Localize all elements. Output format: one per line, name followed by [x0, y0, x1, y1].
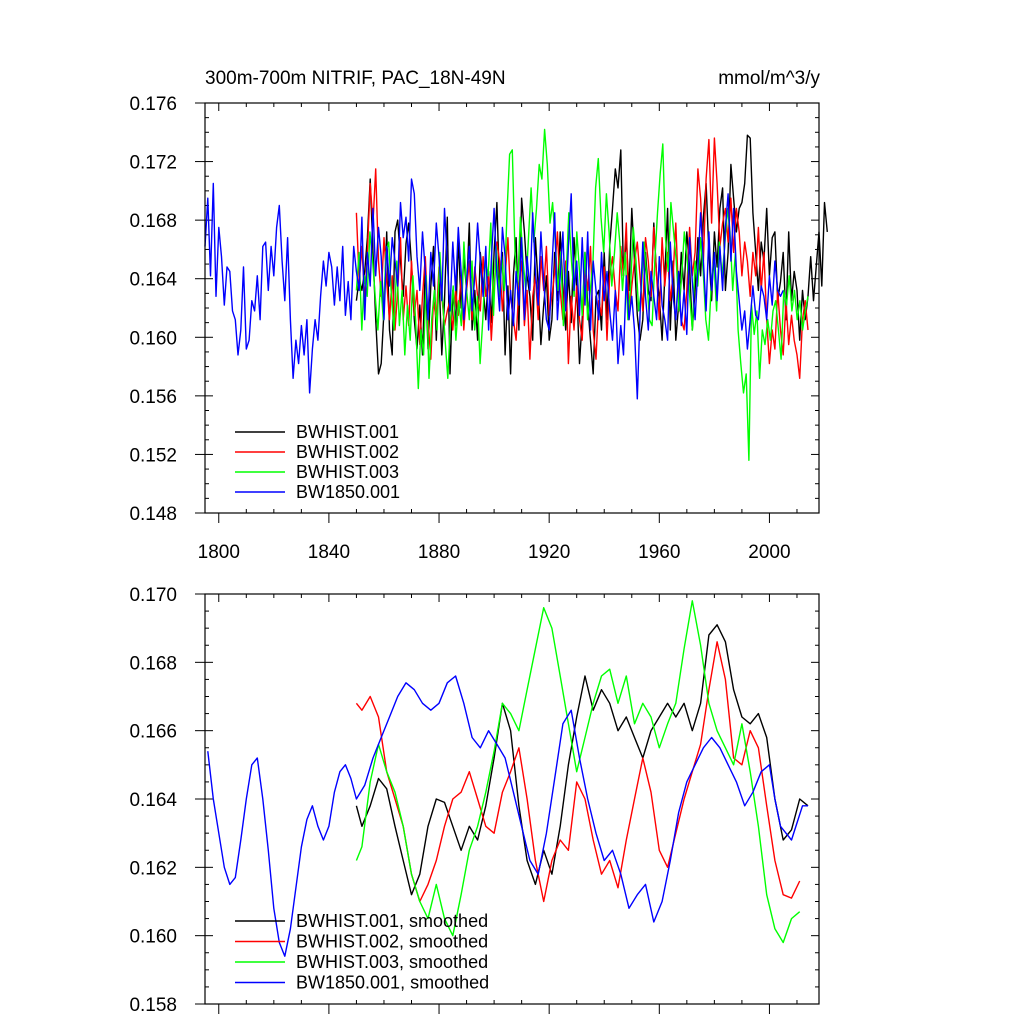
- top-ytick-label: 0.176: [129, 94, 177, 115]
- bottom-legend-label-2: BWHIST.002, smoothed: [296, 932, 488, 952]
- top-ytick-label: 0.164: [129, 270, 177, 291]
- top-legend-label-4: BW1850.001: [296, 482, 400, 502]
- bottom-series-line-4: [207, 675, 808, 957]
- top-ticks: 0.148 0.152 0.156 0.160 0.164 0.168 0.172 0.176…: [129, 94, 819, 563]
- bottom-legend-label-3: BWHIST.003, smoothed: [296, 952, 488, 972]
- bottom-ytick-label: 0.168: [129, 653, 177, 674]
- top-xtick-label: 2000: [748, 542, 790, 563]
- top-panel: 300m-700m NITRIF, PAC_18N-49N mmol/m^3/y…: [129, 68, 828, 563]
- top-xtick-label: 1800: [198, 542, 240, 563]
- bottom-legend-label-1: BWHIST.001, smoothed: [296, 911, 488, 931]
- bottom-ytick-label: 0.162: [129, 858, 177, 879]
- top-series-group: [204, 128, 828, 461]
- bottom-ytick-label: 0.158: [129, 995, 177, 1016]
- top-xtick-label: 1880: [418, 542, 460, 563]
- bottom-ticks: 0.158 0.160 0.162 0.164 0.166 0.168 0.170: [129, 585, 819, 1016]
- top-ytick-label: 0.152: [129, 445, 177, 466]
- bottom-panel: 0.158 0.160 0.162 0.164 0.166 0.168 0.170 BWHI…: [129, 585, 820, 1016]
- top-series-line-3: [355, 128, 809, 461]
- bottom-ytick-label: 0.164: [129, 790, 177, 811]
- bottom-series-group: [207, 600, 809, 957]
- bottom-plot-frame: [204, 593, 820, 1005]
- top-plot-frame: [204, 102, 820, 514]
- top-legend-label-2: BWHIST.002: [296, 442, 399, 462]
- top-ytick-label: 0.160: [129, 328, 177, 349]
- bottom-series-line-3: [355, 600, 801, 944]
- units-label: mmol/m^3/y: [718, 68, 820, 89]
- top-xtick-label: 1920: [528, 542, 570, 563]
- bottom-ytick-label: 0.160: [129, 927, 177, 948]
- top-ytick-label: 0.148: [129, 504, 177, 525]
- top-legend-label-1: BWHIST.001: [296, 422, 399, 442]
- top-ytick-label: 0.172: [129, 153, 177, 174]
- top-ytick-label: 0.156: [129, 387, 177, 408]
- top-legend-label-3: BWHIST.003: [296, 462, 399, 482]
- bottom-series-line-2: [355, 641, 801, 903]
- top-xtick-label: 1960: [638, 542, 680, 563]
- bottom-ytick-label: 0.166: [129, 722, 177, 743]
- bottom-legend-label-4: BW1850.001, smoothed: [296, 973, 489, 993]
- bottom-series-line-1: [355, 624, 809, 896]
- top-series-line-4: [204, 178, 784, 400]
- bottom-ytick-label: 0.170: [129, 585, 177, 606]
- top-ytick-label: 0.168: [129, 211, 177, 232]
- chart-title: 300m-700m NITRIF, PAC_18N-49N: [205, 68, 506, 89]
- top-xtick-label: 1840: [308, 542, 350, 563]
